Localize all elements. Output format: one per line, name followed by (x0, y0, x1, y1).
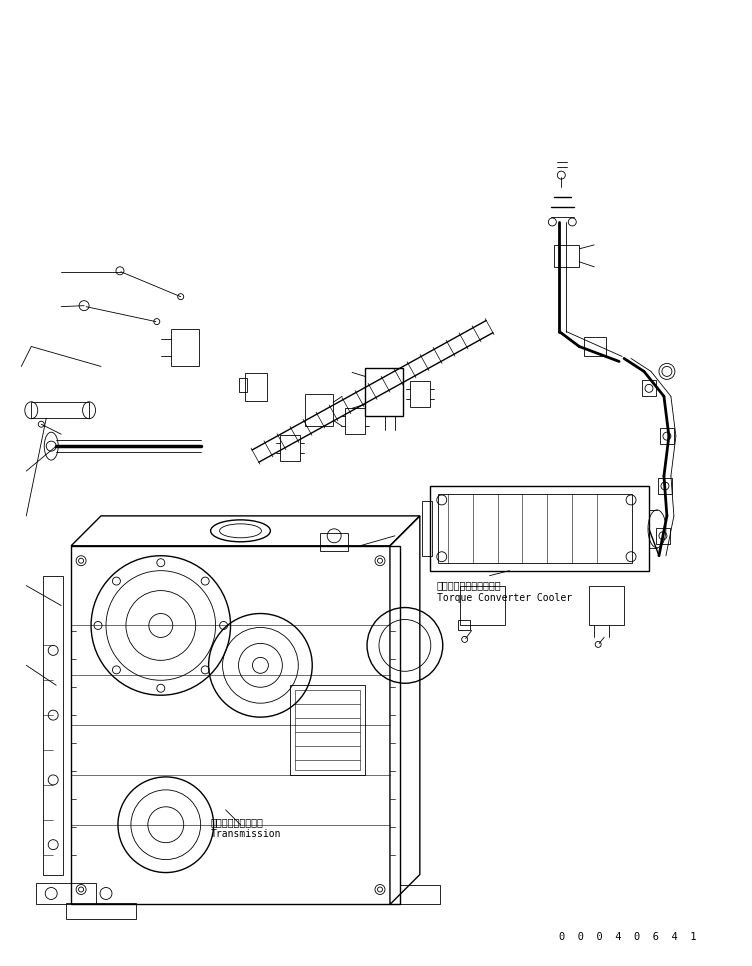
Bar (642, 381, 656, 396)
Text: 0  0  0  4  0  6  4  1: 0 0 0 4 0 6 4 1 (559, 932, 697, 942)
Bar (36, 883, 96, 904)
Bar (296, 691, 360, 770)
Text: Transmission: Transmission (211, 829, 281, 838)
Bar (658, 478, 672, 494)
Bar (43, 576, 63, 874)
Bar (656, 527, 670, 544)
Bar (584, 336, 606, 356)
Bar (438, 494, 632, 563)
Bar (660, 428, 674, 444)
Bar (238, 379, 247, 392)
Bar (245, 374, 268, 401)
Bar (430, 486, 649, 571)
Bar (320, 533, 348, 551)
Bar (400, 885, 440, 904)
Bar (66, 903, 136, 920)
Bar (290, 685, 365, 775)
Bar (32, 402, 89, 418)
Bar (459, 585, 505, 625)
Text: トルクコンバータクーラ: トルクコンバータクーラ (437, 581, 502, 590)
Bar (422, 501, 432, 555)
Bar (305, 394, 333, 426)
Text: Torque Converter Cooler: Torque Converter Cooler (437, 592, 572, 603)
Bar (345, 409, 365, 434)
Bar (280, 435, 300, 461)
Bar (590, 585, 624, 625)
Bar (71, 546, 400, 904)
Bar (410, 382, 430, 408)
Bar (554, 245, 579, 267)
Bar (171, 328, 199, 366)
Bar (365, 368, 403, 416)
Bar (458, 620, 470, 631)
Text: トランスミッション: トランスミッション (211, 817, 263, 827)
